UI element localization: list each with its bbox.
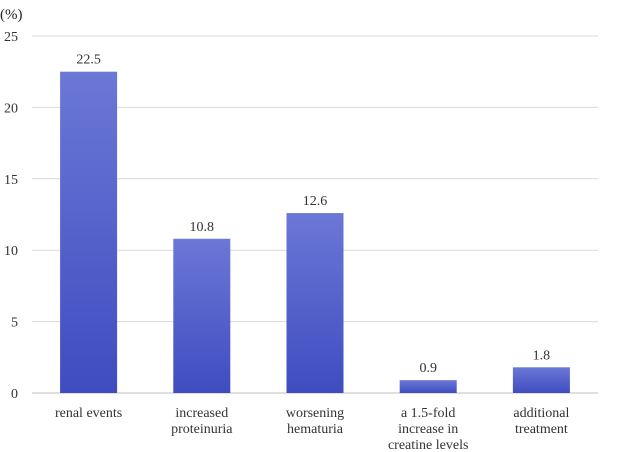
data-label: 12.6 xyxy=(303,194,328,209)
y-tick-label: 0 xyxy=(11,387,18,402)
y-tick-label: 10 xyxy=(4,244,18,259)
y-tick-label: 20 xyxy=(4,101,18,116)
bar-2 xyxy=(173,238,231,393)
x-axis-categories: renal events increased proteinuria worsenin… xyxy=(55,406,570,452)
y-tick-label: 15 xyxy=(4,173,18,188)
data-label: 22.5 xyxy=(76,53,101,68)
bar-5 xyxy=(512,367,570,393)
x-category-label: additional treatment xyxy=(513,406,569,437)
data-label: 1.8 xyxy=(533,348,551,363)
x-category-label: a 1.5-fold increase in creatine levels xyxy=(388,406,468,452)
data-label: 10.8 xyxy=(190,220,215,235)
bar-4 xyxy=(399,380,457,393)
y-tick-label: 25 xyxy=(4,30,18,45)
x-category-label: renal events xyxy=(55,406,122,421)
y-axis-unit-label: (%) xyxy=(0,7,23,23)
y-axis-ticks: 0 5 10 15 20 25 xyxy=(4,30,18,402)
bar-3 xyxy=(286,213,344,393)
bars xyxy=(60,71,570,393)
data-labels: 22.5 10.8 12.6 0.9 1.8 xyxy=(76,53,550,376)
x-category-label: increased proteinuria xyxy=(171,406,233,437)
bar-1 xyxy=(60,71,118,393)
data-label: 0.9 xyxy=(419,361,437,376)
x-category-label: worsening hematuria xyxy=(286,406,344,437)
y-tick-label: 5 xyxy=(11,316,18,331)
